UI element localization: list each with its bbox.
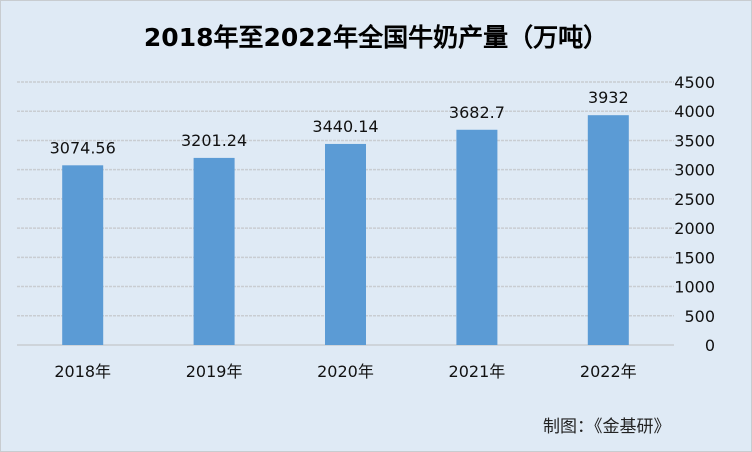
- bar: [587, 115, 629, 345]
- y-tick-label: 0: [705, 336, 715, 355]
- chart-title: 2018年至2022年全国牛奶产量（万吨）: [143, 23, 609, 52]
- data-label: 3201.24: [181, 131, 247, 150]
- bar: [456, 129, 498, 345]
- data-label: 3682.7: [449, 103, 505, 122]
- x-tick-label: 2020年: [317, 362, 374, 381]
- y-tick-label: 2500: [674, 190, 715, 209]
- y-tick-label: 2000: [674, 219, 715, 238]
- bar: [62, 165, 104, 345]
- bar: [193, 157, 235, 345]
- y-tick-label: 4500: [674, 73, 715, 92]
- y-tick-label: 1500: [674, 248, 715, 267]
- y-tick-label: 3000: [674, 161, 715, 180]
- credit-text: 制图：《金基研》: [543, 417, 671, 437]
- data-label: 3932: [588, 88, 629, 107]
- x-tick-label: 2018年: [54, 362, 111, 381]
- data-label: 3074.56: [50, 138, 116, 157]
- y-tick-label: 1000: [674, 278, 715, 297]
- y-tick-label: 3500: [674, 131, 715, 150]
- x-tick-label: 2021年: [449, 362, 506, 381]
- x-tick-label: 2019年: [186, 362, 243, 381]
- bar: [325, 143, 366, 345]
- y-tick-label: 4000: [674, 102, 715, 121]
- data-label: 3440.14: [312, 117, 378, 136]
- y-tick-label: 500: [684, 307, 715, 326]
- x-tick-label: 2022年: [580, 362, 637, 381]
